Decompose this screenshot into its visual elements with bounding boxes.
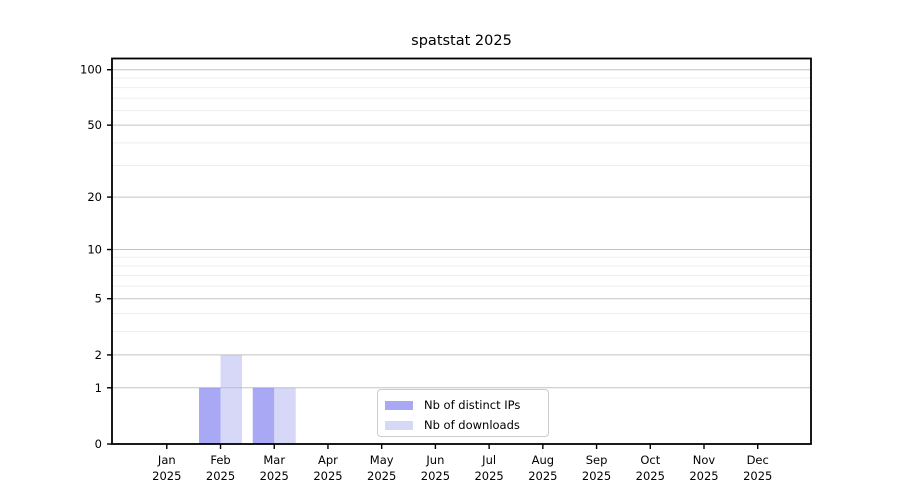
- x-tick-label-month: Jul: [481, 453, 496, 467]
- y-tick-label: 100: [80, 63, 102, 77]
- y-tick-label: 10: [87, 243, 102, 257]
- x-tick-label-year: 2025: [421, 469, 450, 483]
- x-tick-label-year: 2025: [743, 469, 772, 483]
- legend: Nb of distinct IPs Nb of downloads: [377, 389, 549, 437]
- y-tick-label: 1: [95, 381, 102, 395]
- bar-distinct-ips-mar: [252, 387, 275, 444]
- x-tick-label-month: Dec: [747, 453, 769, 467]
- x-tick-label-year: 2025: [582, 469, 611, 483]
- y-tick-label: 50: [87, 118, 102, 132]
- x-tick-label-month: Sep: [586, 453, 608, 467]
- x-tick-label-year: 2025: [152, 469, 181, 483]
- x-tick-label-year: 2025: [206, 469, 235, 483]
- x-tick-label-month: Jun: [425, 453, 444, 467]
- bar-downloads-feb: [220, 354, 243, 444]
- x-tick-label-month: Nov: [693, 453, 716, 467]
- y-tick-label: 20: [87, 190, 102, 204]
- x-tick-label-month: Jan: [157, 453, 176, 467]
- x-tick-label-year: 2025: [313, 469, 342, 483]
- x-tick-label-month: Aug: [532, 453, 554, 467]
- x-tick-label-month: May: [370, 453, 394, 467]
- bar-downloads-mar: [274, 387, 296, 444]
- legend-swatch-distinct-ips: [385, 400, 413, 410]
- legend-item-distinct-ips: Nb of distinct IPs: [385, 397, 548, 413]
- y-tick-label: 5: [95, 292, 102, 306]
- x-tick-label-month: Mar: [263, 453, 285, 467]
- y-tick-label: 2: [95, 348, 102, 362]
- x-tick-label-month: Apr: [318, 453, 338, 467]
- x-tick-label-year: 2025: [260, 469, 289, 483]
- legend-label-downloads: Nb of downloads: [424, 418, 520, 432]
- chart-title: spatstat 2025: [411, 33, 512, 49]
- x-tick-label-month: Oct: [640, 453, 660, 467]
- x-tick-label-year: 2025: [528, 469, 557, 483]
- x-tick-label-year: 2025: [474, 469, 503, 483]
- x-tick-label-year: 2025: [367, 469, 396, 483]
- x-tick-label-month: Feb: [210, 453, 230, 467]
- plot-border: [111, 57, 812, 445]
- bar-distinct-ips-feb: [199, 387, 221, 444]
- legend-item-downloads: Nb of downloads: [385, 417, 548, 433]
- x-tick-label-year: 2025: [636, 469, 665, 483]
- y-tick-label: 0: [95, 437, 102, 451]
- legend-swatch-downloads: [385, 420, 413, 430]
- legend-label-distinct-ips: Nb of distinct IPs: [424, 398, 521, 412]
- x-tick-label-year: 2025: [689, 469, 718, 483]
